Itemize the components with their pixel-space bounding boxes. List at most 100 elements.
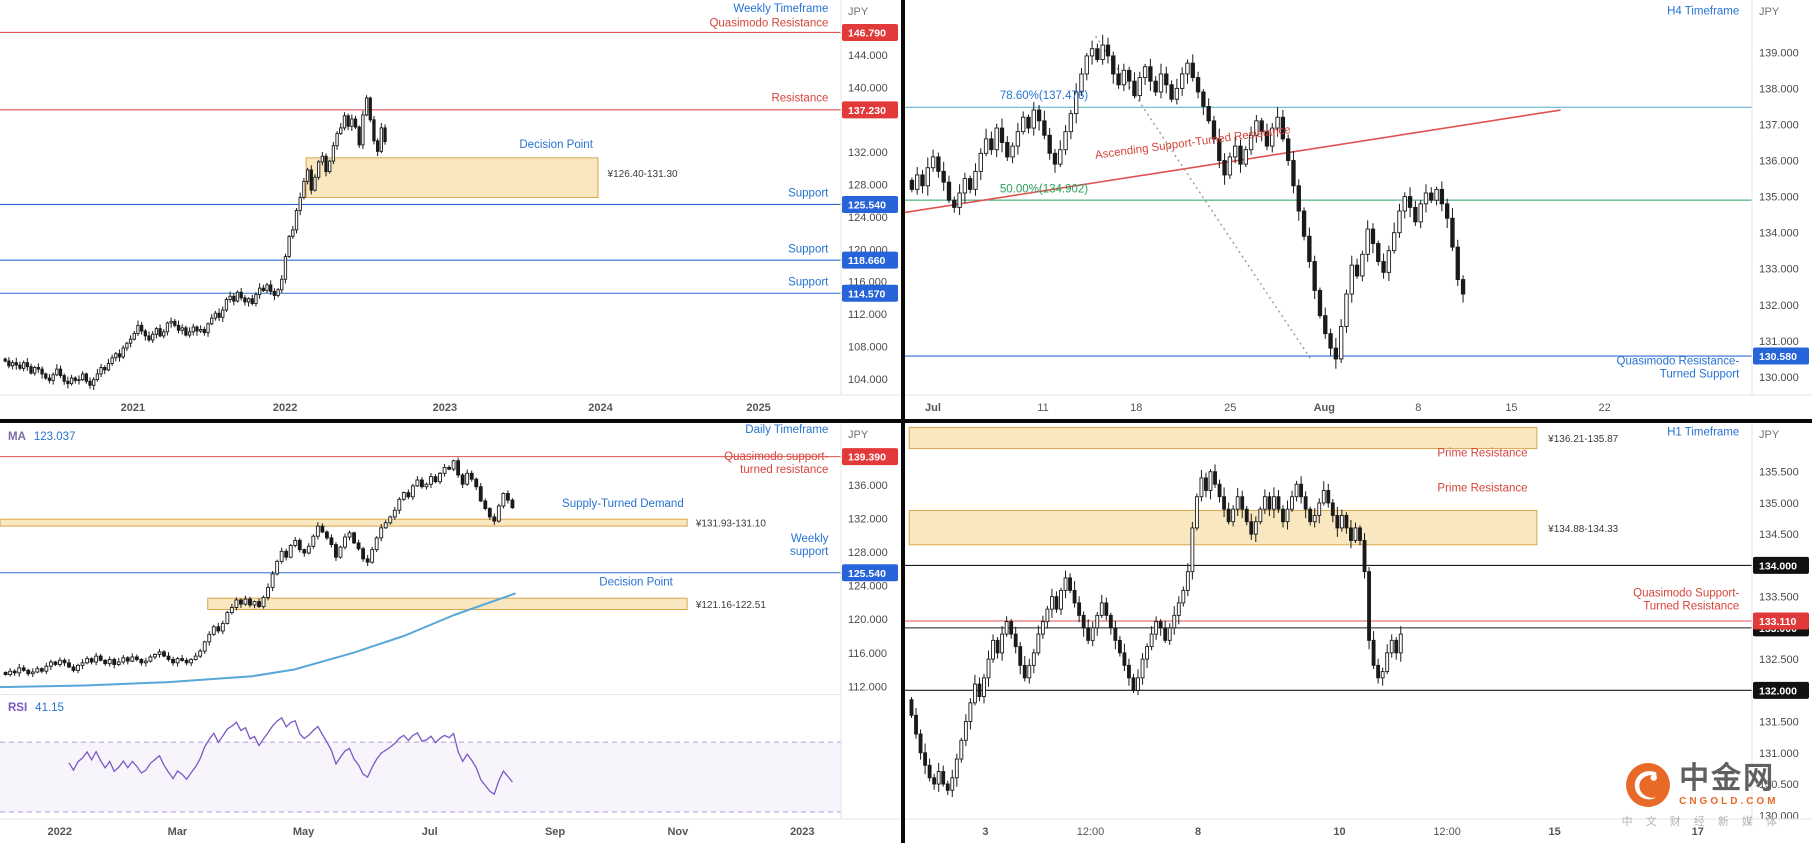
price-axis-tick: 133.500 [1759, 592, 1799, 604]
chart-annotation: Quasimodo Support-Turned Resistance [1633, 588, 1739, 613]
time-axis-tick: 11 [1037, 402, 1048, 414]
rsi-band [0, 742, 841, 813]
price-axis-tick: 128.000 [848, 547, 888, 559]
price-tag-text: 133.110 [1759, 616, 1797, 628]
zone-range-label: ¥131.93-131.10 [695, 519, 767, 530]
price-axis-tick: 108.000 [848, 341, 888, 353]
price-tag-text: 118.660 [848, 255, 886, 267]
chart-annotation: Quasimodo support-turned resistance [724, 451, 828, 476]
panel-daily-timeframe[interactable]: ¥131.93-131.10 ¥121.16-122.51 Daily Timefr… [0, 423, 901, 843]
time-axis-tick: 25 [1224, 402, 1236, 414]
price-axis-tick: 135.000 [1759, 192, 1799, 204]
chart-annotation: Decision Point [599, 577, 673, 589]
price-axis-tick: 132.000 [848, 514, 888, 526]
time-axis-tick: 3 [982, 826, 988, 838]
price-axis-tick: 112.000 [848, 309, 887, 321]
time-axis-tick: 12:00 [1077, 826, 1105, 838]
price-zone [908, 426, 1538, 450]
time-axis-tick: 2023 [790, 826, 814, 838]
price-axis-tick: 112.000 [848, 681, 887, 693]
price-axis-tick: 120.000 [848, 614, 888, 626]
price-axis-tick: 128.000 [848, 180, 888, 192]
price-axis-tick: 132.500 [1759, 654, 1799, 666]
price-axis-tick: 124.000 [848, 212, 888, 224]
price-axis-tick: 132.000 [1759, 300, 1799, 312]
chart-annotation: Support [788, 244, 829, 256]
price-zone [0, 518, 688, 527]
price-axis-tick: 132.000 [848, 147, 888, 159]
chart-annotation: H4 Timeframe [1667, 5, 1739, 17]
time-axis-tick: Jul [925, 402, 941, 414]
time-axis-tick: Jul [422, 826, 438, 838]
candlestick-series [909, 464, 1403, 798]
zone-range-label: ¥134.88-134.33 [1547, 524, 1619, 535]
price-axis-tick: 134.000 [1759, 228, 1799, 240]
price-tag-134.000 [1753, 556, 1809, 574]
weekly-chart[interactable]: ¥126.40-131.30 Weekly Timeframe Quasimodo … [0, 0, 901, 419]
price-tag-130.580 [1753, 347, 1809, 365]
price-axis-tick: 131.000 [1759, 336, 1799, 348]
time-axis-tick: 2025 [746, 402, 770, 414]
chart-annotation: Prime Resistance [1437, 483, 1527, 495]
time-axis-tick: 2021 [121, 402, 145, 414]
daily-chart[interactable]: ¥131.93-131.10 ¥121.16-122.51 Daily Timefr… [0, 423, 901, 843]
price-tag-133.110 [1753, 612, 1809, 630]
zone-range-label: ¥136.21-135.87 [1547, 434, 1619, 445]
time-axis-tick: 22 [1598, 402, 1610, 414]
price-axis-tick: 135.000 [1759, 498, 1799, 510]
price-axis-tick: 131.500 [1759, 717, 1799, 729]
price-tag-125.540 [842, 195, 898, 213]
chart-annotation: Weekly support [790, 533, 829, 558]
rsi-header: RSI 41.15 [8, 702, 64, 714]
chart-annotation: Daily Timeframe [745, 424, 828, 436]
price-tag-146.790 [842, 23, 898, 41]
candlestick-series [3, 95, 387, 390]
price-axis-tick: 130.000 [1759, 372, 1799, 384]
time-axis-tick: 10 [1333, 826, 1345, 838]
time-axis-tick: 2024 [588, 402, 613, 414]
price-tag-125.540 [842, 564, 898, 582]
chart-annotation: Prime Resistance [1437, 448, 1527, 460]
candlestick-series [3, 457, 515, 678]
chart-annotation: 78.60%(137.476) [1000, 90, 1088, 102]
time-axis-tick: 15 [1505, 402, 1517, 414]
price-tag-text: 146.790 [848, 27, 886, 39]
price-axis-tick: 140.000 [848, 82, 888, 94]
axis-currency-label: JPY [1759, 6, 1780, 18]
time-axis-tick: 2023 [433, 402, 457, 414]
price-tag-text: 130.580 [1759, 351, 1797, 363]
chart-annotation: Decision Point [519, 139, 593, 151]
panel-h1-timeframe[interactable]: ¥136.21-135.87 ¥134.88-134.33 H1 Timeframe… [905, 423, 1812, 843]
price-zone [305, 157, 599, 199]
price-axis-tick: 137.000 [1759, 119, 1799, 131]
chart-annotation: 50.00%(134.902) [1000, 183, 1088, 195]
time-axis-tick: Nov [667, 826, 689, 838]
price-tag-118.660 [842, 251, 898, 269]
price-axis-tick: 104.000 [848, 374, 888, 386]
price-axis-tick: 138.000 [1759, 83, 1799, 95]
price-tag-text: 139.390 [848, 452, 886, 464]
chart-annotation: Supply-Turned Demand [562, 498, 684, 510]
ma-line [0, 592, 516, 689]
price-axis[interactable] [841, 423, 901, 843]
price-tag-137.230 [842, 101, 898, 119]
candlestick-series [909, 34, 1466, 369]
chart-annotation: Quasimodo Resistance [709, 17, 828, 29]
time-axis-tick: 18 [1130, 402, 1142, 414]
chart-annotation: Resistance [771, 93, 828, 105]
trendline [905, 109, 1561, 214]
price-axis-tick: 133.000 [1759, 264, 1799, 276]
zone-range-label: ¥126.40-131.30 [607, 169, 679, 180]
panel-weekly-timeframe[interactable]: ¥126.40-131.30 Weekly Timeframe Quasimodo … [0, 0, 901, 419]
price-axis-tick: 124.000 [848, 581, 888, 593]
axis-currency-label: JPY [1759, 429, 1780, 441]
price-tag-139.390 [842, 448, 898, 466]
price-axis-tick: 136.000 [1759, 156, 1799, 168]
chart-annotation: Support [788, 188, 829, 200]
h1-chart[interactable]: ¥136.21-135.87 ¥134.88-134.33 H1 Timeframe… [905, 423, 1812, 843]
chart-annotation: Support [788, 277, 829, 289]
time-axis-tick: 17 [1692, 826, 1704, 838]
panel-h4-timeframe[interactable]: H4 Timeframe 78.60%(137.476) Ascending Sup… [905, 0, 1812, 419]
